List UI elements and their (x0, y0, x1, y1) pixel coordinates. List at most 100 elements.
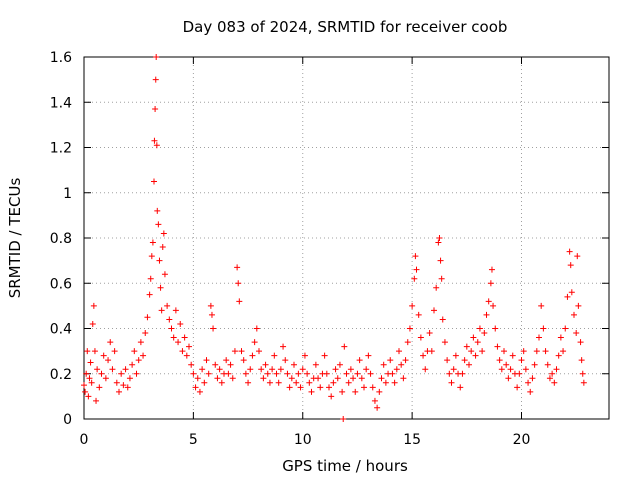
data-point (487, 280, 494, 287)
data-point (208, 311, 215, 318)
data-point (126, 375, 133, 382)
data-point (412, 253, 419, 260)
data-point (566, 248, 573, 255)
data-point (262, 361, 269, 368)
data-point (356, 357, 363, 364)
y-tick-label: 1 (63, 186, 72, 202)
data-point (387, 357, 394, 364)
data-point (323, 370, 330, 377)
data-point (562, 325, 569, 332)
data-point (155, 221, 162, 228)
data-point (312, 361, 319, 368)
data-point (251, 339, 258, 346)
data-point (282, 357, 289, 364)
data-point (321, 352, 328, 359)
data-point (161, 271, 168, 278)
data-point (186, 343, 192, 350)
data-point (258, 366, 265, 373)
data-point (306, 379, 313, 386)
data-point (90, 302, 97, 309)
data-point (488, 266, 495, 273)
data-point (564, 293, 571, 300)
data-point (240, 357, 247, 364)
data-point (151, 178, 157, 185)
x-tick-label: 0 (80, 432, 89, 448)
data-point (181, 334, 188, 341)
data-point (538, 302, 545, 309)
data-point (551, 379, 558, 386)
data-point (236, 298, 243, 305)
x-tick-label: 20 (513, 432, 531, 448)
chart-title: Day 083 of 2024, SRMTID for receiver coo… (183, 18, 508, 36)
axis-ticks: 0 0.2 0.4 0.6 0.8 1 1.2 1.4 1.6 0 5 10 15 20 (50, 50, 609, 448)
data-point (466, 361, 472, 368)
data-point (216, 366, 223, 373)
data-point (83, 370, 90, 377)
data-point (284, 370, 291, 377)
data-point (148, 253, 155, 260)
data-point (457, 384, 464, 391)
data-point (98, 370, 105, 377)
data-point (347, 366, 354, 373)
data-point (266, 379, 273, 386)
data-point (481, 330, 488, 337)
data-point (214, 375, 221, 382)
data-point (406, 325, 413, 332)
data-point (438, 275, 445, 282)
data-point (183, 352, 190, 359)
data-point (151, 137, 158, 144)
data-point (87, 359, 94, 366)
data-points (81, 54, 587, 422)
data-point (571, 311, 577, 318)
data-point (160, 230, 167, 237)
data-point (122, 366, 129, 373)
data-point (507, 366, 514, 373)
data-point (94, 366, 101, 373)
data-point (247, 366, 254, 373)
data-point (389, 370, 396, 377)
data-point (448, 379, 455, 386)
x-tick-label: 10 (294, 432, 312, 448)
data-point (575, 302, 582, 309)
data-point (288, 375, 295, 382)
data-point (205, 370, 212, 377)
data-point (527, 388, 534, 395)
data-point (315, 375, 322, 382)
data-point (371, 397, 378, 404)
data-point (273, 370, 280, 377)
data-point (498, 366, 505, 373)
data-point (264, 370, 271, 377)
data-point (153, 142, 160, 149)
data-point (555, 352, 562, 359)
data-point (439, 316, 446, 323)
data-point (158, 307, 165, 314)
data-point (567, 262, 574, 269)
data-point (299, 366, 306, 373)
data-point (291, 361, 297, 368)
data-point (89, 320, 96, 327)
data-point (483, 311, 490, 318)
data-point (514, 384, 521, 391)
data-point (531, 361, 538, 368)
data-point (242, 370, 249, 377)
data-point (277, 366, 284, 373)
data-point (100, 352, 107, 359)
data-point (330, 379, 337, 386)
y-tick-label: 1.2 (50, 141, 72, 157)
data-point (459, 370, 466, 377)
data-point (398, 361, 405, 368)
data-point (352, 388, 359, 395)
data-point (463, 343, 470, 350)
data-point (431, 307, 437, 314)
data-point (269, 366, 276, 373)
data-point (118, 370, 125, 377)
data-point (446, 370, 453, 377)
data-point (280, 343, 287, 350)
data-point (317, 384, 324, 391)
data-point (363, 366, 370, 373)
data-point (549, 370, 556, 377)
data-point (149, 239, 156, 246)
data-point (129, 361, 136, 368)
data-point (577, 339, 584, 346)
